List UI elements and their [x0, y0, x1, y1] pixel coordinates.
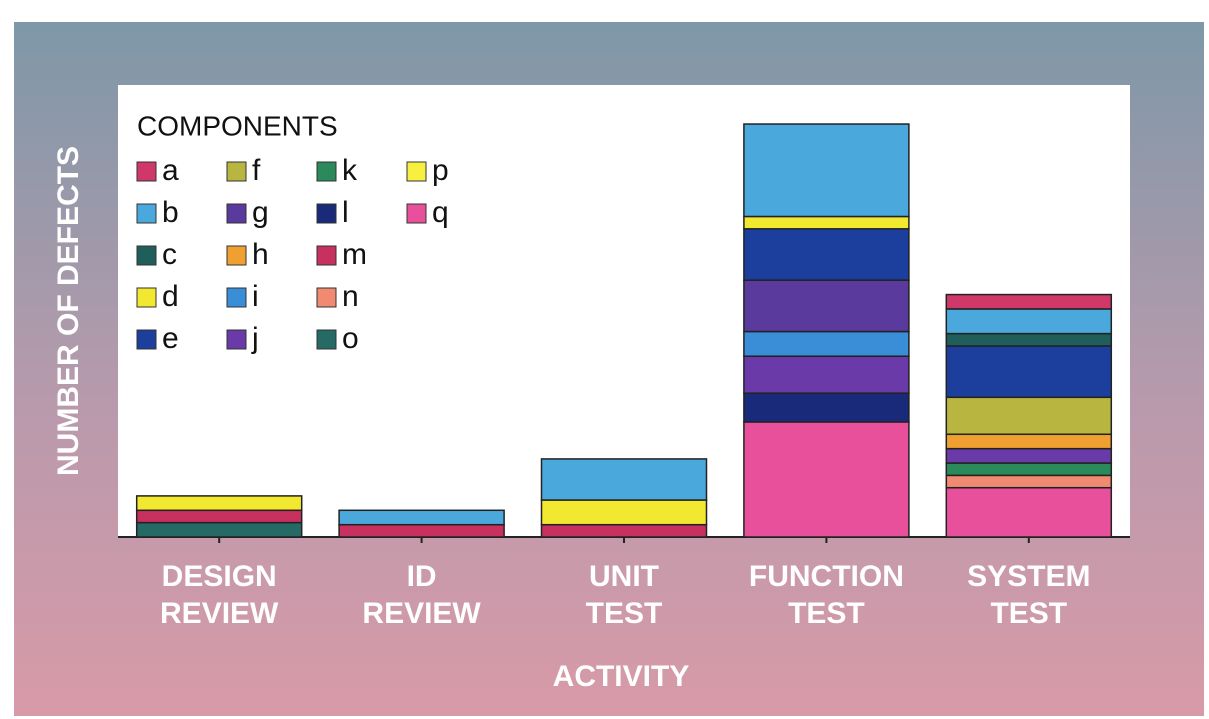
bar-segment	[945, 486, 1113, 538]
bar-segment	[743, 355, 910, 394]
bar-segment	[945, 332, 1113, 347]
legend-label: k	[342, 154, 358, 187]
bar-segment	[743, 392, 910, 423]
bar-segment	[945, 308, 1113, 335]
x-tick-label: UNIT TEST	[586, 560, 663, 630]
legend-label: b	[162, 196, 179, 229]
legend-swatch	[406, 203, 427, 224]
bar-segment	[540, 523, 708, 538]
legend-title: COMPONENTS	[137, 110, 338, 141]
bar-segment	[743, 330, 910, 357]
legend-label: c	[162, 238, 177, 271]
legend-swatch	[226, 245, 247, 266]
bar-segment	[743, 215, 910, 230]
bar-segment	[945, 447, 1113, 464]
legend-label: i	[252, 280, 259, 313]
legend-label: o	[342, 322, 359, 355]
legend-swatch	[136, 287, 157, 308]
legend-label: g	[252, 196, 269, 229]
legend-label: q	[432, 196, 449, 229]
legend-label: e	[162, 322, 179, 355]
legend-label: h	[252, 238, 269, 271]
legend-label: l	[342, 196, 349, 229]
legend-label: j	[251, 322, 259, 355]
x-tick-label: DESIGN REVIEW	[160, 560, 279, 630]
legend-label: n	[342, 280, 359, 313]
legend-swatch	[316, 287, 337, 308]
bar-segment	[338, 509, 505, 526]
bar-segment	[135, 521, 303, 538]
legend-label: d	[162, 280, 179, 313]
x-tick-label: ID REVIEW	[362, 560, 481, 630]
x-tick-label: FUNCTION TEST	[749, 560, 904, 630]
bar-segment	[945, 462, 1113, 477]
bar-segment	[945, 293, 1113, 310]
legend-swatch	[226, 329, 247, 350]
legend-label: p	[432, 154, 449, 187]
legend-swatch	[136, 329, 157, 350]
x-axis-label: ACTIVITY	[553, 660, 690, 693]
legend-swatch	[226, 161, 247, 182]
legend-swatch	[136, 245, 157, 266]
legend-swatch	[136, 161, 157, 182]
bar-segment	[540, 458, 708, 501]
legend-label: f	[252, 154, 261, 187]
bar-segment	[135, 495, 303, 512]
bar-segment	[743, 228, 910, 281]
legend-swatch	[406, 161, 427, 182]
legend-swatch	[226, 287, 247, 308]
bar-segment	[945, 474, 1113, 489]
bar-segment	[338, 523, 505, 538]
bar-segment	[945, 396, 1113, 436]
legend-swatch	[316, 329, 337, 350]
legend-swatch	[316, 245, 337, 266]
legend-label: m	[342, 238, 367, 271]
bar-segment	[743, 421, 910, 538]
bar-segment	[743, 279, 910, 333]
bar-segment	[945, 433, 1113, 450]
legend-swatch	[316, 161, 337, 182]
legend-swatch	[136, 203, 157, 224]
bar-segment	[945, 345, 1113, 399]
legend-swatch	[316, 203, 337, 224]
bar-segment	[743, 123, 910, 218]
bar-segment	[135, 509, 303, 524]
legend-swatch	[226, 203, 247, 224]
x-tick-label: SYSTEM TEST	[967, 560, 1090, 630]
legend-label: a	[162, 154, 179, 187]
y-axis-label: NUMBER OF DEFECTS	[52, 146, 85, 476]
bar-segment	[540, 499, 708, 526]
